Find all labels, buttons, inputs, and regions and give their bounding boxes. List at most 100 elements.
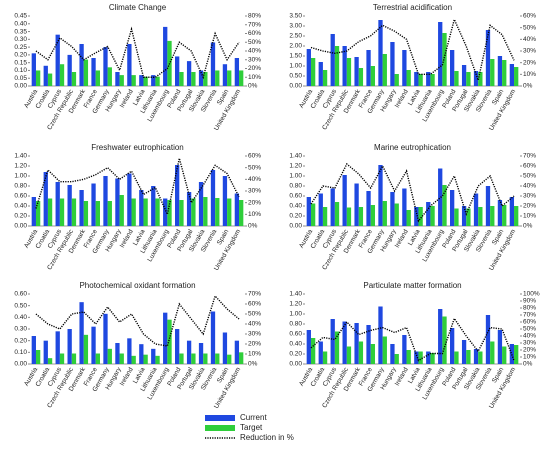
bar (514, 206, 519, 226)
bar (358, 207, 364, 226)
bar (390, 42, 395, 86)
y-tick-label: 0.30 (14, 326, 27, 333)
bar (418, 351, 423, 364)
bar (310, 203, 316, 226)
bar (466, 208, 471, 226)
y2-tick-label: 50% (523, 24, 536, 31)
y-tick-label: 1.00 (289, 63, 302, 70)
bar (473, 349, 479, 364)
bar (115, 72, 120, 86)
bar (394, 203, 399, 226)
bar (167, 200, 172, 226)
chart-title: Photochemical oxidant formation (79, 281, 195, 290)
bar (203, 353, 208, 364)
bar (191, 353, 196, 364)
bar (306, 330, 311, 364)
y-tick-label: 0.40 (14, 314, 27, 321)
bar (119, 195, 124, 226)
y2-tick-label: 30% (523, 340, 536, 347)
bar (103, 47, 108, 86)
bar (490, 341, 495, 364)
bar (175, 329, 180, 364)
bar (322, 351, 328, 364)
bar (155, 355, 160, 364)
bar (466, 350, 471, 364)
bar (35, 350, 41, 364)
bar (370, 205, 375, 226)
bar (79, 44, 84, 86)
bar (366, 191, 371, 226)
bar (239, 352, 244, 364)
bar (191, 198, 196, 226)
y2-tick-label: 20% (248, 199, 261, 206)
bar (151, 75, 156, 86)
y-tick-label: 0.50 (289, 73, 302, 80)
bar (143, 198, 148, 226)
bar (103, 176, 108, 226)
y2-tick-label: 40% (248, 321, 261, 328)
bar (478, 351, 483, 364)
bar (179, 72, 184, 86)
bar (502, 346, 507, 364)
bar (346, 346, 352, 364)
y2-tick-label: 50% (248, 164, 261, 171)
legend-label: Reduction in % (240, 433, 294, 442)
y2-tick-label: 60% (248, 30, 261, 37)
y-tick-label: 3.50 (289, 13, 302, 20)
y2-tick-label: 20% (248, 65, 261, 72)
bar (95, 70, 100, 86)
y2-tick-label: 30% (523, 193, 536, 200)
y-tick-label: 0.30 (14, 36, 27, 43)
y2-tick-label: 40% (523, 333, 536, 340)
bar (47, 198, 53, 226)
bar (402, 188, 407, 226)
bar (83, 201, 89, 226)
bar (378, 306, 383, 364)
bar (107, 348, 112, 364)
bar (346, 207, 352, 226)
bar (71, 198, 77, 226)
y-tick-label: 0.60 (289, 193, 302, 200)
y-tick-label: 0.20 (289, 351, 302, 358)
bar (31, 197, 36, 226)
y-tick-label: 1.00 (14, 173, 27, 180)
bar (414, 351, 419, 364)
bar (210, 42, 216, 86)
bar (402, 50, 407, 86)
bar (119, 75, 124, 86)
bar (330, 188, 335, 226)
bar (210, 170, 216, 226)
bar (175, 56, 180, 86)
y-tick-label: 0.40 (289, 341, 302, 348)
bar (163, 26, 168, 86)
bar (203, 197, 208, 226)
bar (473, 193, 479, 226)
bar (131, 75, 136, 86)
y-tick-label: 0.20 (14, 337, 27, 344)
bar (310, 338, 316, 364)
bar (83, 334, 89, 364)
y-tick-label: 0.60 (14, 291, 27, 298)
bar (131, 355, 136, 364)
bar (222, 176, 228, 226)
bar (485, 315, 491, 364)
y2-tick-label: 70% (248, 21, 261, 28)
bar (438, 22, 443, 86)
y-tick-label: 1.20 (289, 301, 302, 308)
chart: Marine eutrophication 0.00 0.20 0.40 0.60 0.8… (289, 143, 536, 272)
bar (127, 173, 132, 226)
bar (509, 64, 515, 86)
bar (454, 71, 459, 86)
bar (79, 302, 84, 364)
bar (91, 183, 96, 226)
bar (318, 341, 323, 364)
bar (179, 353, 184, 364)
y2-tick-label: 30% (248, 188, 261, 195)
y2-tick-label: 30% (248, 331, 261, 338)
bar (473, 71, 479, 86)
bar (198, 70, 204, 86)
y-tick-label: 1.20 (289, 163, 302, 170)
bar (95, 353, 100, 364)
bar (366, 50, 371, 86)
bar (95, 201, 100, 226)
